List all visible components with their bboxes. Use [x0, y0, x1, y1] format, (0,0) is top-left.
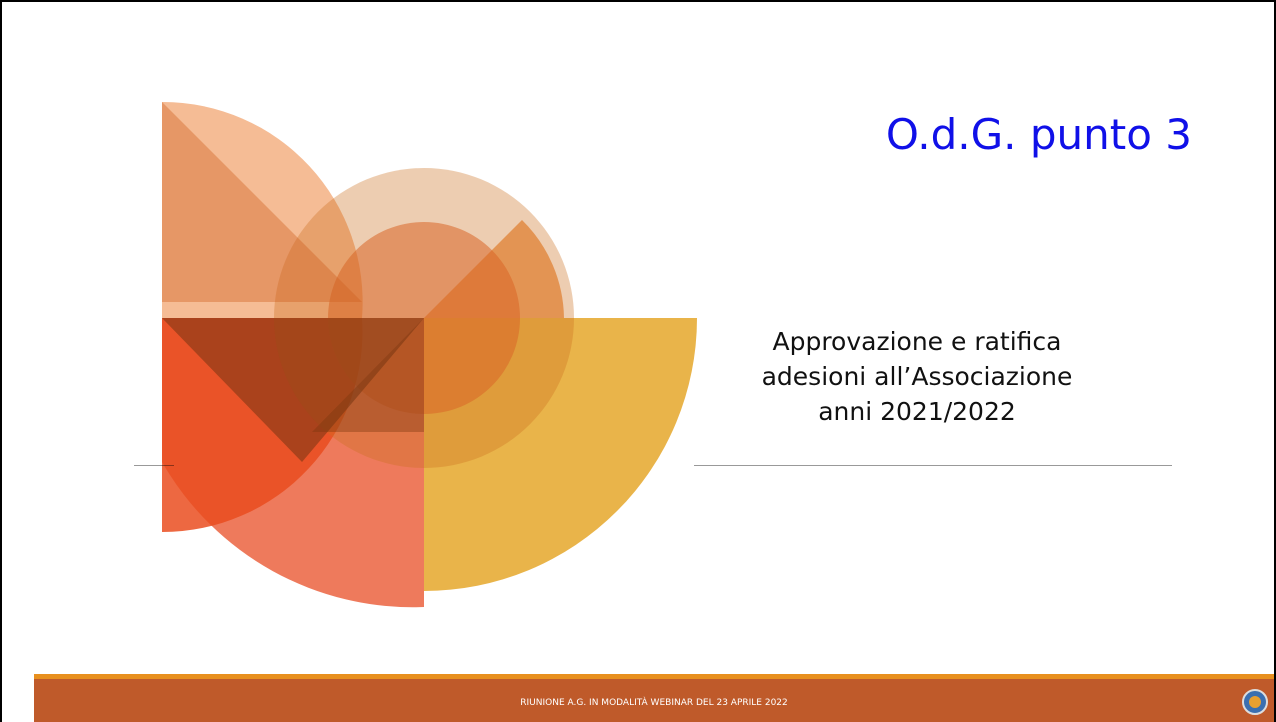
- subtitle-line: anni 2021/2022: [742, 394, 1092, 429]
- footer-bar: RIUNIONE A.G. IN MODALITÀ WEBINAR DEL 23…: [34, 674, 1274, 722]
- subtitle: Approvazione e ratifica adesioni all’Ass…: [742, 324, 1092, 429]
- subtitle-line: adesioni all’Associazione: [742, 359, 1092, 394]
- decorative-graphic: [162, 102, 702, 612]
- footer-text: RIUNIONE A.G. IN MODALITÀ WEBINAR DEL 23…: [34, 698, 1274, 708]
- title: O.d.G. punto 3: [886, 110, 1192, 159]
- logo: [1242, 689, 1268, 715]
- divider: [694, 465, 1172, 466]
- slide: O.d.G. punto 3 Approvazione e ratifica a…: [0, 0, 1276, 722]
- subtitle-line: Approvazione e ratifica: [742, 324, 1092, 359]
